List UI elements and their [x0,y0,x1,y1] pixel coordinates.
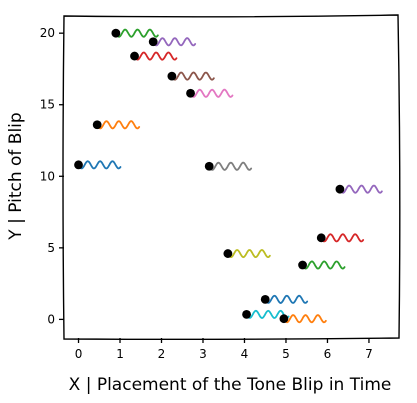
tone-wave [189,88,234,98]
tone-wave [320,233,365,243]
y-tick-label: 15 [40,98,55,112]
blip-marker [74,160,83,170]
blip-marker [298,260,307,270]
tone-wave [77,160,122,170]
blip-marker [130,51,139,61]
blip-marker [92,120,102,130]
blip-marker [111,28,121,38]
blip-marker [186,88,195,98]
x-tick-label: 4 [241,347,249,361]
blip-marker [279,314,289,324]
y-axis-ticks: 0 5 10 15 20 [40,26,64,326]
blip-marker [167,71,177,81]
x-axis-title: X | Placement of the Tone Blip in Time [69,375,392,395]
blip-marker [316,233,326,243]
plot-frame [62,14,401,341]
tone-wave [339,184,383,194]
x-tick-label: 1 [116,347,124,361]
tone-wave [152,37,197,47]
y-tick-label: 5 [47,241,55,255]
tone-wave [264,294,309,304]
x-tick-label: 0 [75,347,83,361]
tone-wave [133,51,178,61]
y-axis-title: Y | Pitch of Blip [6,112,26,240]
tone-blip-waves [77,28,383,324]
tone-blip-markers [74,28,345,324]
x-tick-label: 2 [158,347,166,361]
blip-marker [242,309,251,319]
tone-wave [115,28,159,38]
tone-wave [283,314,327,324]
x-tick-label: 7 [365,347,373,361]
tone-wave [245,309,290,319]
x-tick-label: 6 [324,347,332,361]
x-tick-label: 5 [282,347,290,361]
tone-wave [208,161,253,171]
tone-wave [96,120,141,130]
x-tick-label: 3 [199,347,207,361]
tone-wave [301,260,346,270]
blip-marker [148,37,158,47]
tone-wave [227,249,271,259]
blip-marker [223,249,233,258]
blip-marker [204,161,214,171]
y-tick-label: 20 [40,26,55,40]
y-tick-label: 0 [47,312,55,326]
blip-marker [260,294,270,304]
tone-wave [171,71,215,81]
x-axis-ticks: 0 1 2 3 4 5 6 7 [75,338,373,361]
blip-marker [335,184,345,194]
y-tick-label: 10 [40,169,55,183]
